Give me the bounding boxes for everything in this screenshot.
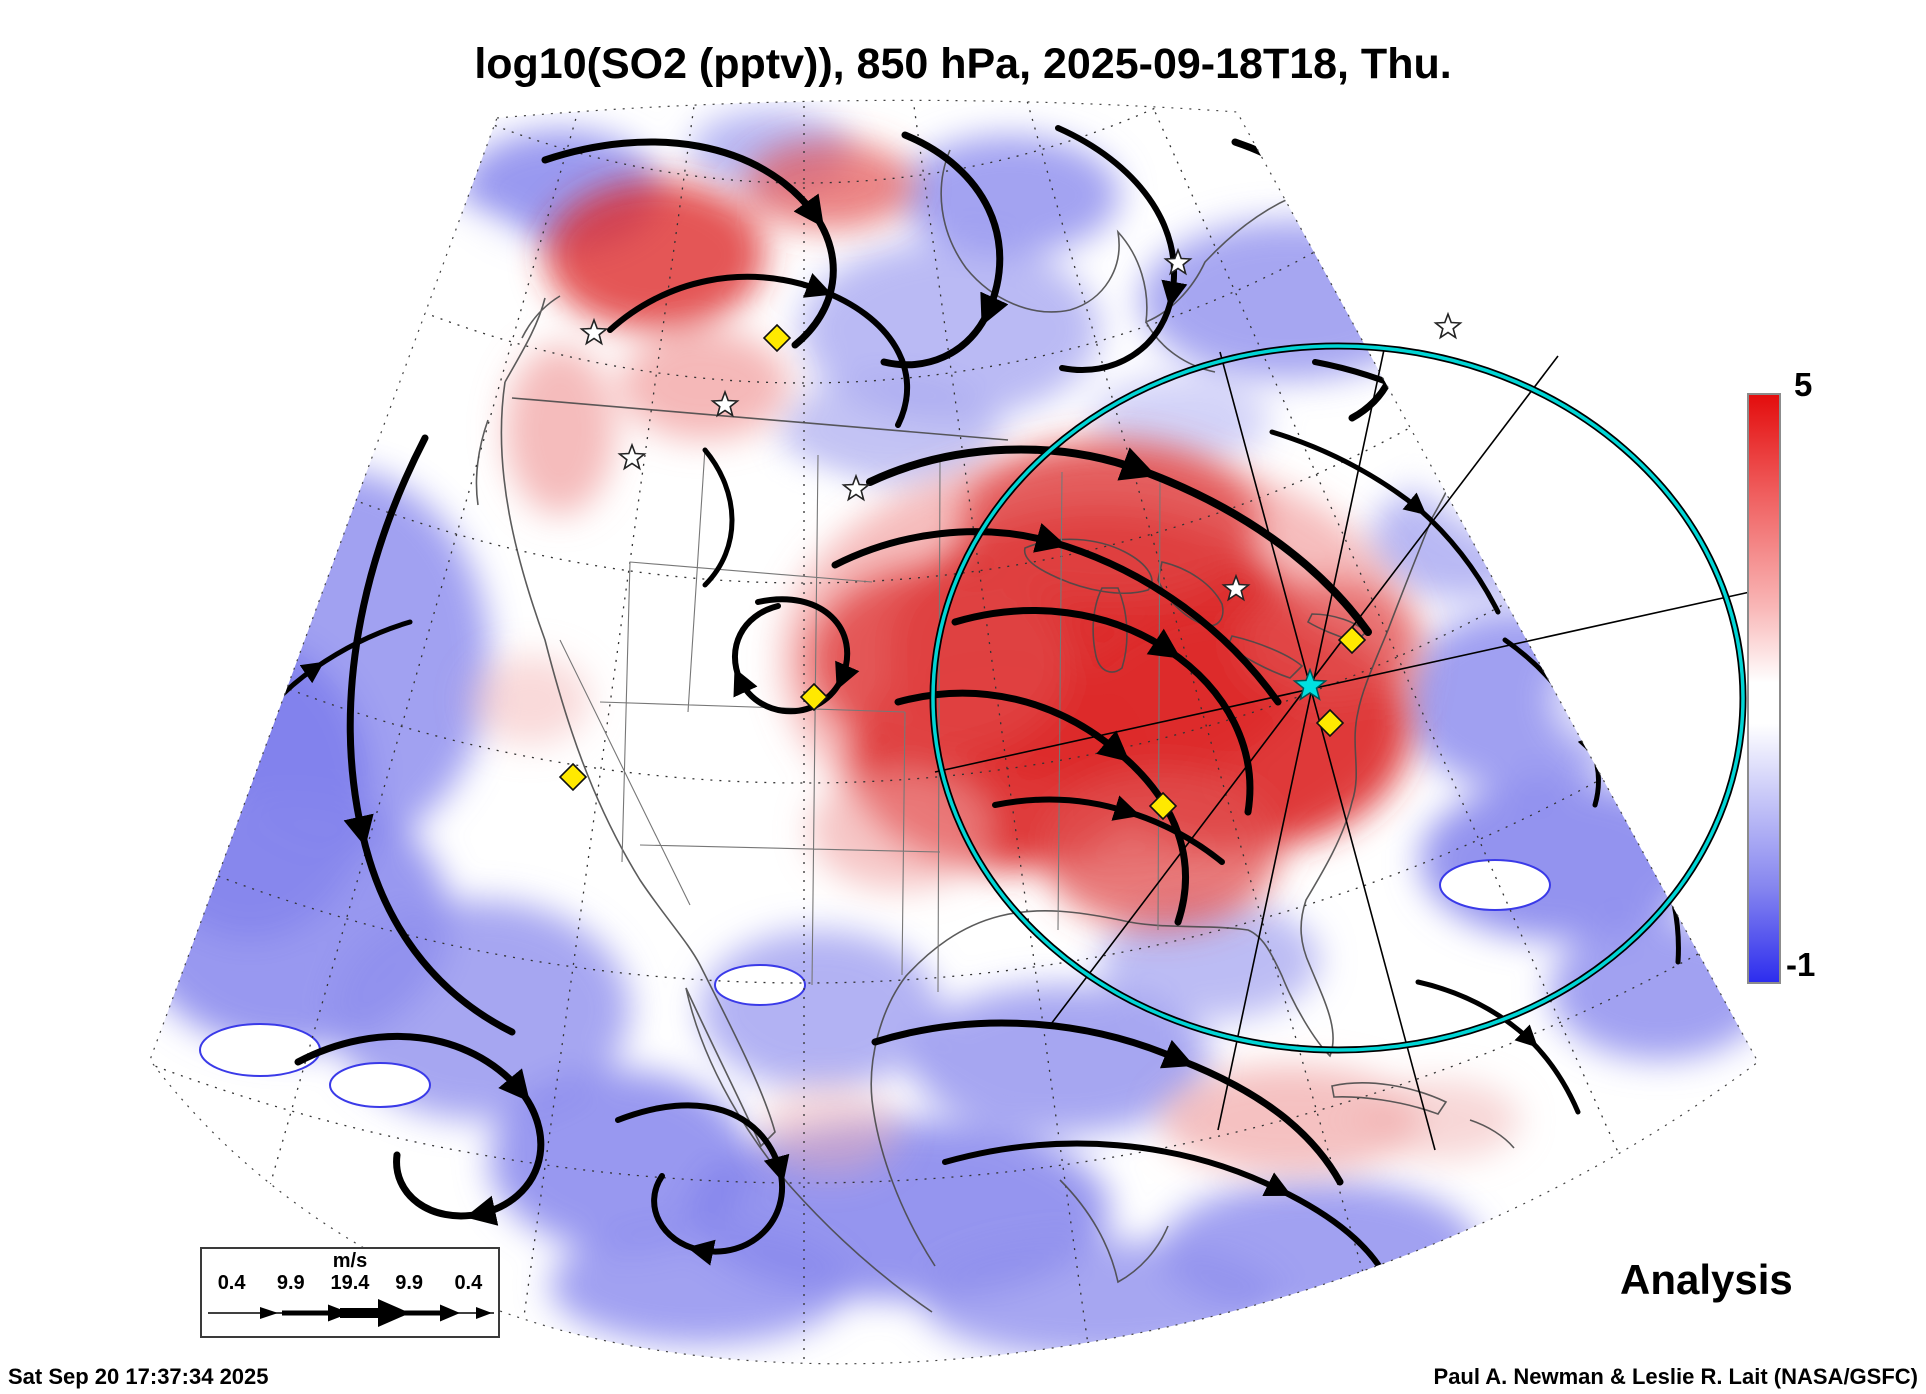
site-diamond-icon — [799, 682, 829, 712]
credit-text: Paul A. Newman & Leslie R. Lait (NASA/GS… — [1433, 1364, 1918, 1389]
domain-boundary — [149, 99, 1759, 1365]
range-ring — [929, 342, 1747, 1054]
wind-legend-units: m/s — [332, 1250, 368, 1272]
site-diamond-icon — [1148, 791, 1178, 821]
wind-legend-value: 0.4 — [217, 1272, 246, 1294]
state-borders — [559, 447, 1161, 993]
generation-timestamp: Sat Sep 20 17:37:34 2025 — [8, 1364, 269, 1389]
site-diamond-icon — [558, 762, 588, 792]
city-star-icon — [1434, 313, 1462, 339]
plot-title: log10(SO2 (pptv)), 850 hPa, 2025-09-18T1… — [474, 40, 1452, 88]
site-diamond-icon — [1337, 625, 1367, 655]
colorbar-min-label: -1 — [1786, 946, 1816, 983]
site-diamond-icon — [1315, 708, 1345, 738]
wind-legend-value: 9.9 — [276, 1272, 305, 1294]
wind-legend-value: 9.9 — [395, 1272, 424, 1294]
analysis-label: Analysis — [1620, 1256, 1793, 1303]
low-contour-spots — [199, 859, 1551, 1108]
wind-legend-value: 0.4 — [454, 1272, 483, 1294]
site-diamond-markers — [558, 323, 1367, 821]
colorbar — [1747, 393, 1781, 984]
wind-legend-arrow-icon — [208, 1299, 494, 1327]
wind-speed-legend: m/s 0.4 9.9 19.4 9.9 0.4 — [200, 1247, 500, 1338]
colorbar-max-label: 5 — [1794, 366, 1813, 403]
wind-legend-values: 0.4 9.9 19.4 9.9 0.4 — [202, 1272, 498, 1294]
wind-legend-value: 19.4 — [330, 1272, 370, 1294]
site-diamond-icon — [762, 323, 792, 353]
